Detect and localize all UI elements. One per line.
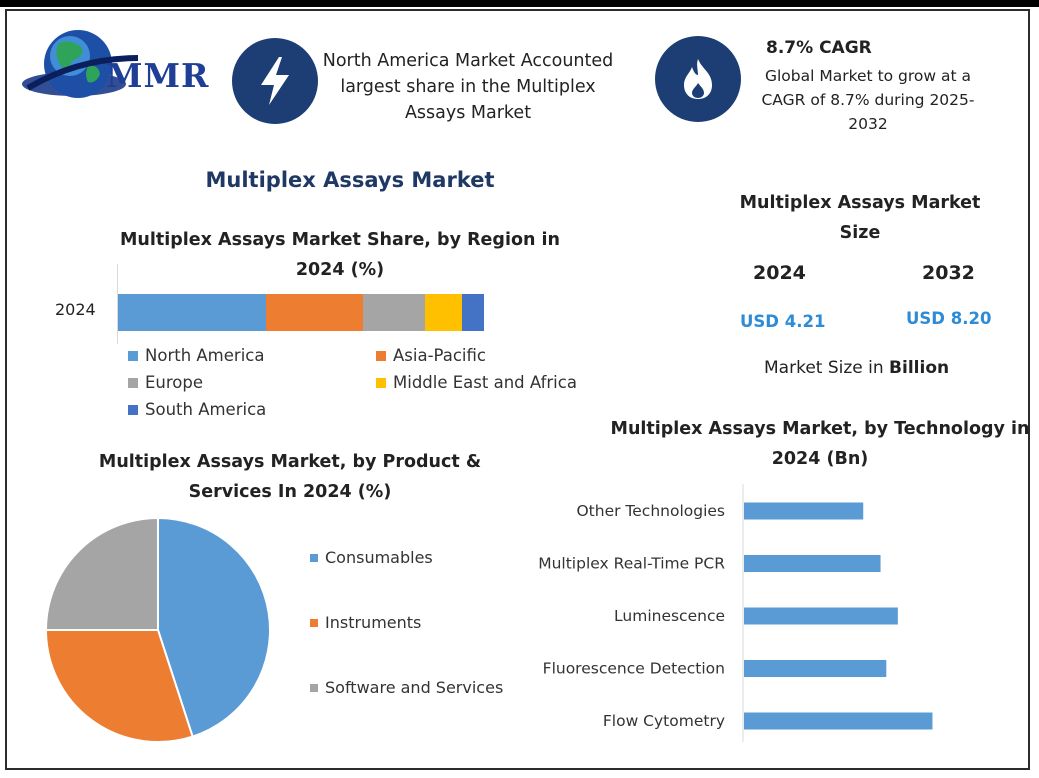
legend-item-south-america: South America	[128, 400, 266, 419]
legend-item-instruments: Instruments	[310, 613, 421, 632]
mmr-logo: MMR	[18, 22, 218, 106]
bar-luminescence	[744, 607, 898, 625]
legend-label: Europe	[145, 373, 204, 392]
bar-segment-north-america	[118, 294, 267, 331]
top-border-bar	[0, 0, 1039, 7]
legend-item-consumables: Consumables	[310, 548, 433, 567]
legend-swatch	[128, 377, 138, 388]
legend-swatch	[376, 350, 386, 361]
legend-swatch	[310, 618, 318, 627]
category-label-fluorescence-detection: Fluorescence Detection	[543, 660, 725, 678]
legend-item-north-america: North America	[128, 346, 264, 365]
pie-slice-instruments	[44, 629, 194, 743]
legend-item-asia-pacific: Asia-Pacific	[376, 346, 486, 365]
market-size-title: Multiplex Assays Market Size	[739, 193, 981, 243]
legend-label: North America	[145, 346, 265, 365]
size-year-2024: 2024	[753, 262, 806, 284]
size-year-2032: 2032	[922, 262, 975, 284]
legend-item-software-and-services: Software and Services	[310, 678, 503, 697]
infographic-frame	[5, 9, 1030, 770]
size-unit-note: Market Size in Billion	[764, 358, 949, 378]
product-chart-title: Multiplex Assays Market, by Product & Se…	[98, 452, 482, 502]
size-note-unit: Billion	[889, 358, 950, 378]
technology-bar-chart: Other Technologies Multiplex Real-Time PC…	[538, 484, 933, 742]
bar-flow-cytometry	[744, 712, 933, 730]
flame-icon	[655, 36, 741, 122]
legend-swatch	[310, 683, 318, 692]
legend-item-europe: Europe	[128, 373, 203, 392]
cagr-title: 8.7% CAGR	[766, 38, 872, 58]
legend-swatch	[128, 404, 138, 415]
pie-slice-consumables	[157, 516, 271, 738]
legend-swatch	[128, 350, 138, 361]
legend-swatch	[376, 377, 386, 388]
category-label-flow-cytometry: Flow Cytometry	[603, 712, 725, 730]
legend-label: Middle East and Africa	[393, 373, 577, 392]
category-label-multiplex-real-time-pcr: Multiplex Real-Time PCR	[538, 555, 725, 573]
bar-segment-middle-east-and-africa	[425, 294, 463, 331]
bar-other-technologies	[744, 502, 864, 520]
region-category-label: 2024	[55, 300, 96, 319]
legend-label: Asia-Pacific	[393, 346, 486, 365]
pie-slice-software-and-services	[44, 516, 159, 631]
legend-label: Consumables	[325, 548, 433, 567]
cagr-text: Global Market to grow at a CAGR of 8.7% …	[761, 67, 975, 133]
legend-label: Instruments	[325, 613, 422, 632]
legend-item-middle-east-and-africa: Middle East and Africa	[376, 373, 577, 392]
size-value-2032: USD 8.20	[906, 309, 992, 328]
category-label-other-technologies: Other Technologies	[576, 502, 725, 520]
region-highlight-text: North America Market Accounted largest s…	[322, 51, 614, 123]
bar-fluorescence-detection	[744, 660, 887, 677]
bar-multiplex-real-time-pcr	[744, 555, 881, 572]
bar-segment-europe	[363, 294, 426, 331]
size-note-prefix: Market Size in	[764, 358, 884, 378]
region-legend: North America Asia-Pacific Europe Middle Ea…	[128, 346, 608, 426]
legend-label: South America	[145, 400, 267, 419]
globe-icon	[22, 30, 138, 98]
product-pie-chart	[44, 516, 271, 743]
technology-chart-title: Multiplex Assays Market, by Technology i…	[610, 419, 1030, 469]
main-title: Multiplex Assays Market	[205, 168, 495, 192]
region-stacked-bar	[118, 294, 484, 331]
region-axis-line	[117, 264, 118, 344]
lightning-icon	[232, 38, 318, 124]
legend-swatch	[310, 553, 318, 562]
size-value-2024: USD 4.21	[740, 312, 826, 331]
category-label-luminescence: Luminescence	[614, 607, 725, 625]
bar-segment-south-america	[462, 294, 484, 331]
bar-segment-asia-pacific	[266, 294, 364, 331]
region-chart-title: Multiplex Assays Market Share, by Region…	[120, 230, 560, 280]
logo-text: MMR	[106, 56, 210, 95]
legend-label: Software and Services	[325, 678, 504, 697]
